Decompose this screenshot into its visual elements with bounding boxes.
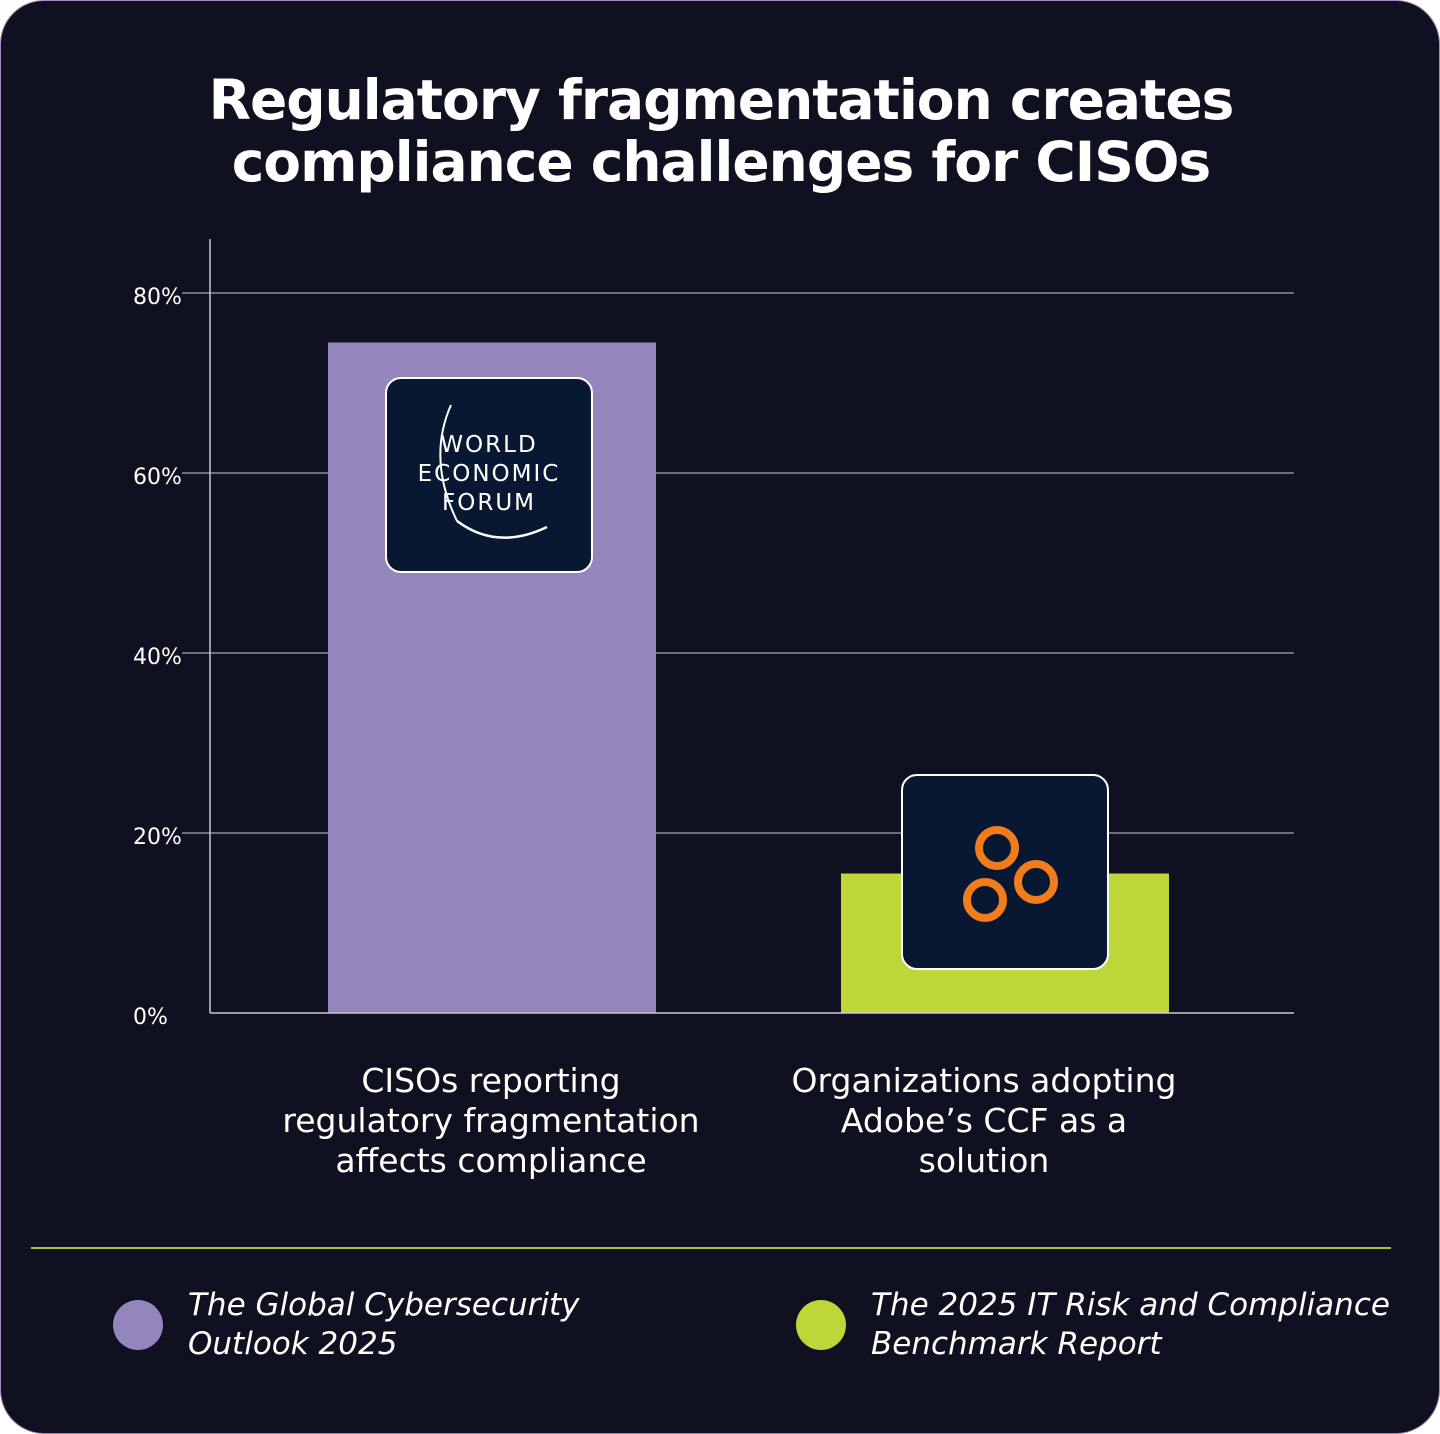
- legend-entry-2-line-1: The 2025 IT Risk and Compliance: [871, 1287, 1390, 1323]
- category-label-1-line-2: regulatory fragmentation: [282, 1101, 700, 1140]
- y-tick-label-0: 0%: [133, 1005, 168, 1030]
- legend-entry-2-line-2: Benchmark Report: [871, 1326, 1162, 1362]
- category-label-2-line-3: solution: [918, 1141, 1050, 1180]
- wef-logo-tile: WORLD ECONOMIC FORUM: [385, 377, 593, 573]
- category-label-2-line-1: Organizations adopting: [791, 1061, 1177, 1100]
- wef-logo-line-3: FORUM: [442, 490, 536, 516]
- chart-title-line-2: compliance challenges for CISOs: [231, 130, 1212, 194]
- ccf-logo-tile: [901, 774, 1109, 970]
- legend-divider: [31, 1247, 1391, 1249]
- legend-entry-1-text: The Global Cybersecurity Outlook 2025: [188, 1286, 580, 1364]
- chart-title: Regulatory fragmentation creates complia…: [1, 68, 1439, 194]
- category-label-1: CISOs reporting regulatory fragmentation…: [256, 1061, 726, 1181]
- category-label-1-line-1: CISOs reporting: [361, 1061, 621, 1100]
- three-orange-rings-icon: [963, 826, 1058, 922]
- legend-entry-1-line-1: The Global Cybersecurity: [188, 1287, 580, 1323]
- chart-title-line-1: Regulatory fragmentation creates: [208, 68, 1235, 132]
- y-tick-label-40: 40%: [133, 645, 182, 670]
- wef-globe-arc-icon: [439, 404, 548, 539]
- category-label-2: Organizations adopting Adobe’s CCF as a …: [749, 1061, 1219, 1181]
- y-tick-label-60: 60%: [133, 465, 182, 490]
- legend-swatch-purple: [113, 1300, 163, 1350]
- y-tick-label-80: 80%: [133, 285, 182, 310]
- wef-logo-text: WORLD ECONOMIC FORUM: [387, 431, 591, 518]
- legend-entry-1-line-2: Outlook 2025: [188, 1326, 398, 1362]
- legend-entry-1: The Global Cybersecurity Outlook 2025: [113, 1286, 580, 1364]
- bar-chart: 0% 20% 40% 60% 80%: [133, 239, 1294, 1030]
- legend-swatch-green: [796, 1300, 846, 1350]
- legend-entry-2-text: The 2025 IT Risk and Compliance Benchmar…: [871, 1286, 1390, 1364]
- legend-entry-2: The 2025 IT Risk and Compliance Benchmar…: [796, 1286, 1390, 1364]
- wef-logo-line-1: WORLD: [440, 432, 538, 458]
- category-label-1-line-3: affects compliance: [335, 1141, 647, 1180]
- y-tick-label-20: 20%: [133, 825, 182, 850]
- category-label-2-line-2: Adobe’s CCF as a: [840, 1101, 1128, 1140]
- wef-logo-line-2: ECONOMIC: [417, 461, 561, 487]
